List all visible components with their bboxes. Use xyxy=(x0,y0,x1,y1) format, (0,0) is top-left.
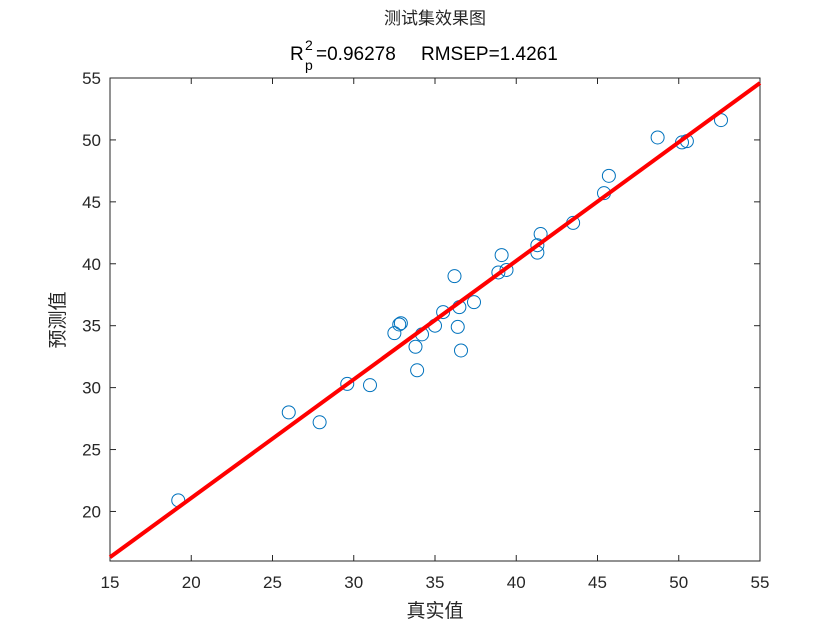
data-point xyxy=(393,316,408,331)
data-point xyxy=(491,265,506,280)
data-point xyxy=(533,227,548,242)
data-point xyxy=(363,378,377,393)
data-point xyxy=(499,262,514,277)
data-point xyxy=(312,415,327,430)
x-axis-label: 真实值 xyxy=(406,600,463,622)
data-point xyxy=(436,305,451,320)
y-tick-label: 45 xyxy=(82,193,101,212)
r2-subscript: p xyxy=(305,57,313,73)
rmsep-value: RMSEP=1.4261 xyxy=(421,44,558,65)
data-point xyxy=(454,343,468,358)
data-point xyxy=(340,376,355,391)
data-point xyxy=(410,363,425,378)
r2-symbol: R xyxy=(290,44,304,65)
data-point xyxy=(494,248,509,263)
r2-superscript: 2 xyxy=(305,37,313,53)
y-tick-label: 50 xyxy=(82,131,101,150)
data-point xyxy=(387,326,402,341)
data-point xyxy=(281,405,296,420)
x-tick-label: 50 xyxy=(669,573,688,592)
data-point xyxy=(450,319,465,334)
x-tick-label: 40 xyxy=(507,573,526,592)
data-point xyxy=(408,339,423,354)
data-point xyxy=(392,317,407,332)
fit-line xyxy=(108,81,762,559)
x-tick-label: 30 xyxy=(344,573,363,592)
x-tick-label: 20 xyxy=(182,573,201,592)
data-point xyxy=(447,269,462,284)
x-tick-label: 35 xyxy=(426,573,445,592)
data-point xyxy=(601,168,616,183)
y-tick-label: 55 xyxy=(82,69,101,88)
data-point xyxy=(650,130,665,145)
y-tick-label: 25 xyxy=(82,441,101,460)
x-axis-ticks: 15 20 25 30 35 40 45 50 55 xyxy=(101,78,770,592)
y-axis-label: 预测值 xyxy=(47,291,69,348)
y-tick-label: 30 xyxy=(82,379,101,398)
x-tick-label: 45 xyxy=(588,573,607,592)
r2-value: =0.96278 xyxy=(316,44,396,65)
x-tick-label: 55 xyxy=(751,573,770,592)
y-axis-ticks: 20 25 30 35 40 45 50 55 xyxy=(82,69,760,521)
y-tick-label: 20 xyxy=(82,502,101,521)
data-point xyxy=(467,295,481,310)
data-point xyxy=(530,238,545,253)
fit-line-layer xyxy=(108,81,762,559)
y-tick-label: 35 xyxy=(82,317,101,336)
y-tick-label: 40 xyxy=(82,255,101,274)
x-tick-label: 25 xyxy=(263,573,282,592)
x-tick-label: 15 xyxy=(101,573,120,592)
chart-title: 测试集效果图 xyxy=(384,9,486,29)
